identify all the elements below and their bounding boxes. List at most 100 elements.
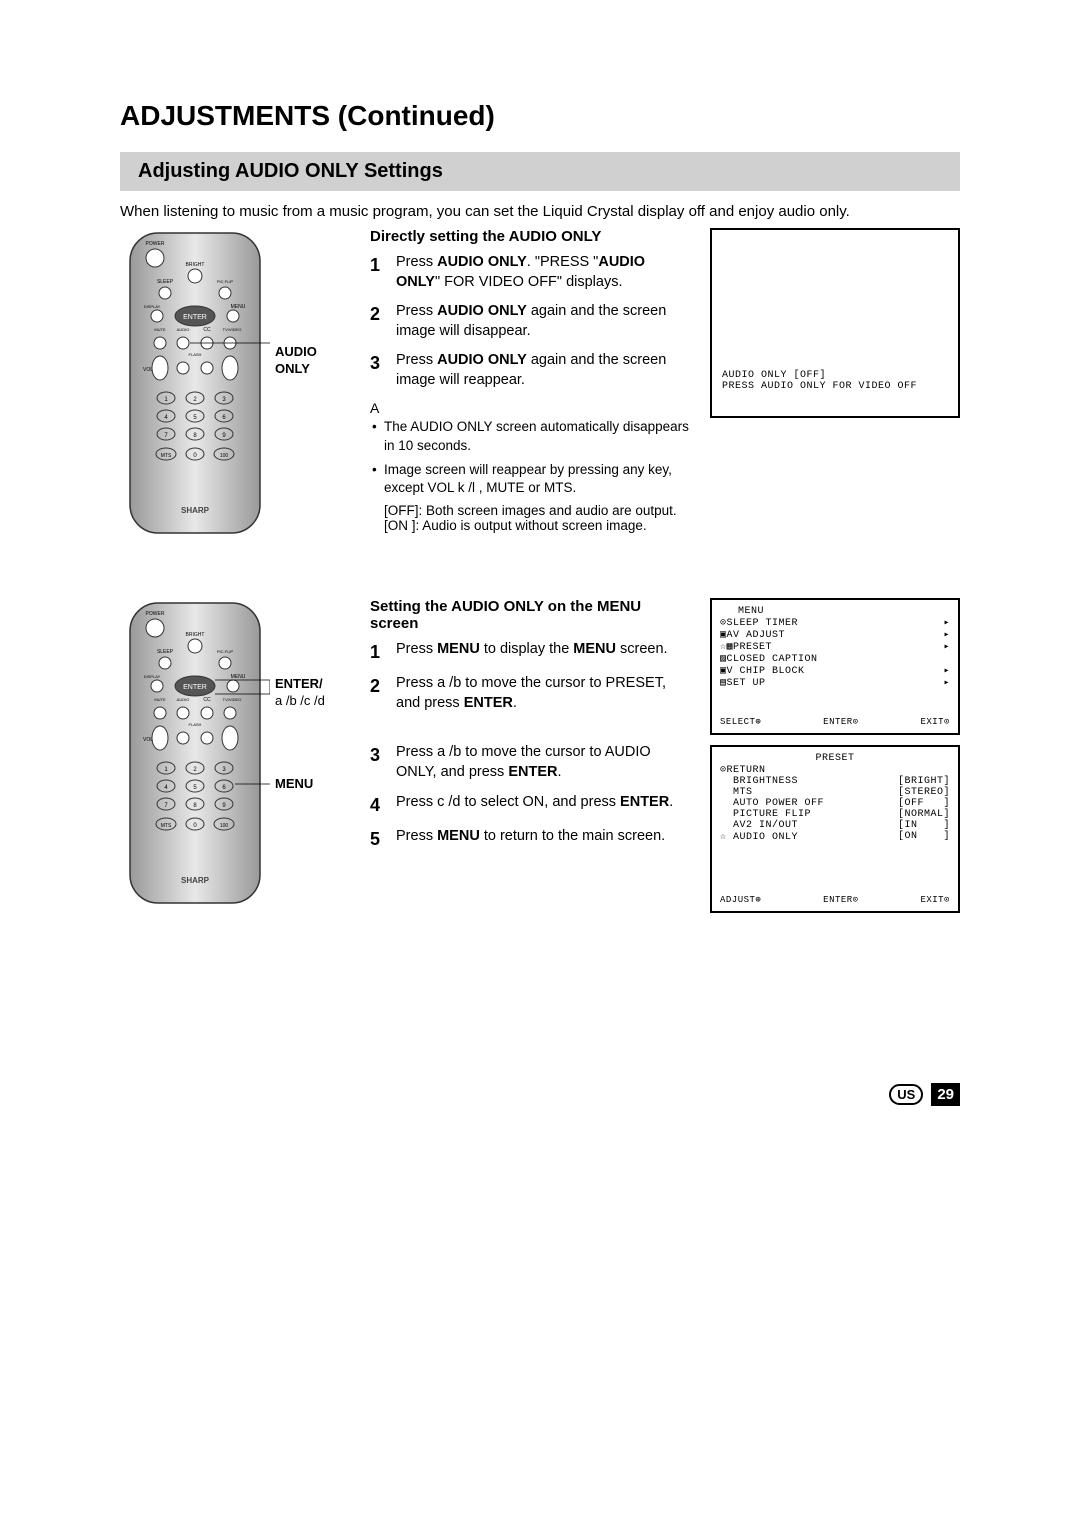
svg-text:MENU: MENU xyxy=(231,304,246,310)
intro-text: When listening to music from a music pro… xyxy=(120,201,960,222)
step-number: 2 xyxy=(370,674,388,713)
step-text: Press MENU to display the MENU screen. xyxy=(396,640,668,664)
svg-text:100: 100 xyxy=(220,453,229,459)
section-header: Adjusting AUDIO ONLY Settings xyxy=(120,152,960,191)
page-footer: US 29 xyxy=(120,1083,960,1106)
region-badge: US xyxy=(889,1084,923,1105)
svg-text:TV/VIDEO: TV/VIDEO xyxy=(223,697,242,702)
steps-col-1: Directly setting the AUDIO ONLY 1Press A… xyxy=(370,228,690,538)
svg-text:FLASH: FLASH xyxy=(189,352,202,357)
svg-text:TV/VIDEO: TV/VIDEO xyxy=(223,327,242,332)
step: 3Press a /b to move the cursor to AUDIO … xyxy=(370,743,690,782)
step-text: Press MENU to return to the main screen. xyxy=(396,827,665,851)
note-item: The AUDIO ONLY screen automatically disa… xyxy=(384,418,690,454)
step-text: Press AUDIO ONLY again and the screen im… xyxy=(396,351,690,390)
step-number: 2 xyxy=(370,302,388,341)
svg-text:DISPLAY: DISPLAY xyxy=(144,674,161,679)
screen-line-2: PRESS AUDIO ONLY FOR VIDEO OFF xyxy=(722,381,952,392)
svg-text:SLEEP: SLEEP xyxy=(157,279,174,285)
step: 1Press AUDIO ONLY. "PRESS "AUDIO ONLY" F… xyxy=(370,253,690,292)
section-menu: ENTER 123 456 789 MTS0100 SHARP POWER BR… xyxy=(120,598,960,923)
svg-text:PIC.FLIP: PIC.FLIP xyxy=(217,649,234,654)
preset-row: AUTO POWER OFF[OFF ] xyxy=(720,798,950,809)
note-sub: [ON ]: Audio is output without screen im… xyxy=(370,518,690,533)
svg-text:MUTE: MUTE xyxy=(154,697,166,702)
svg-text:DISPLAY: DISPLAY xyxy=(144,304,161,309)
svg-text:SHARP: SHARP xyxy=(181,876,210,885)
step: 5Press MENU to return to the main screen… xyxy=(370,827,690,851)
step-number: 3 xyxy=(370,743,388,782)
preset-row: ☆ AUDIO ONLY[ON ] xyxy=(720,831,950,843)
step-number: 1 xyxy=(370,640,388,664)
svg-text:MTS: MTS xyxy=(161,823,172,829)
svg-text:AUDIO: AUDIO xyxy=(177,697,190,702)
menu-footer: SELECT⊕ENTER⊙EXIT⊙ xyxy=(720,717,950,727)
step-number: 4 xyxy=(370,793,388,817)
svg-text:CC: CC xyxy=(203,327,211,333)
preset-row: PICTURE FLIP[NORMAL] xyxy=(720,809,950,820)
remote-col-1: ENTER 123 456 789 MTS0100 SHARP POWER BR… xyxy=(120,228,350,538)
preset-row: BRIGHTNESS[BRIGHT] xyxy=(720,776,950,787)
step-text: Press a /b to move the cursor to AUDIO O… xyxy=(396,743,690,782)
svg-text:MTS: MTS xyxy=(161,453,172,459)
remote-illustration-2: ENTER 123 456 789 MTS0100 SHARP POWER BR… xyxy=(120,598,350,908)
menu-row: ▤SET UP▸ xyxy=(720,677,950,689)
svg-text:PIC.FLIP: PIC.FLIP xyxy=(217,279,234,284)
svg-text:ENTER: ENTER xyxy=(183,314,207,321)
svg-text:MENU: MENU xyxy=(231,674,246,680)
svg-text:SLEEP: SLEEP xyxy=(157,649,174,655)
step-text: Press a /b to move the cursor to PRESET,… xyxy=(396,674,690,713)
svg-text:CC: CC xyxy=(203,697,211,703)
step: 4 Press c /d to select ON, and press ENTE… xyxy=(370,793,690,817)
preset-title: PRESET xyxy=(720,753,950,764)
menu-row: ⊙SLEEP TIMER▸ xyxy=(720,617,950,629)
note-head: A xyxy=(370,400,690,416)
step-text: Press AUDIO ONLY again and the screen im… xyxy=(396,302,690,341)
step-text: Press c /d to select ON, and press ENTER… xyxy=(396,793,673,817)
menu-row: ▣V CHIP BLOCK▸ xyxy=(720,665,950,677)
remote-col-2: ENTER 123 456 789 MTS0100 SHARP POWER BR… xyxy=(120,598,350,923)
screen-col-1: AUDIO ONLY [OFF] PRESS AUDIO ONLY FOR VI… xyxy=(710,228,960,538)
remote-label-audio-only: AUDIO ONLY xyxy=(275,344,350,378)
svg-text:VOL: VOL xyxy=(143,367,153,373)
remote-label-enter: ENTER/a /b /c /d xyxy=(275,676,325,710)
menu-row: ▣AV ADJUST▸ xyxy=(720,629,950,641)
step-text: Press AUDIO ONLY. "PRESS "AUDIO ONLY" FO… xyxy=(396,253,690,292)
preset-row: ⊙RETURN xyxy=(720,764,950,776)
svg-text:POWER: POWER xyxy=(146,611,165,617)
svg-text:ENTER: ENTER xyxy=(183,684,207,691)
subhead-direct: Directly setting the AUDIO ONLY xyxy=(370,228,690,245)
page-number: 29 xyxy=(931,1083,960,1106)
note-sub: [OFF]: Both screen images and audio are … xyxy=(370,503,690,518)
svg-text:AUDIO: AUDIO xyxy=(177,327,190,332)
step-number: 3 xyxy=(370,351,388,390)
menu-title: MENU xyxy=(720,606,950,617)
remote-svg-1: ENTER 123 456 789 MTS0100 SHARP POWER BR… xyxy=(120,228,270,538)
note-item: Image screen will reappear by pressing a… xyxy=(384,461,690,497)
menu-row: ☆▦PRESET▸ xyxy=(720,641,950,653)
remote-svg-2: ENTER 123 456 789 MTS0100 SHARP POWER BR… xyxy=(120,598,270,908)
screen-audio-only: AUDIO ONLY [OFF] PRESS AUDIO ONLY FOR VI… xyxy=(710,228,960,418)
svg-text:SHARP: SHARP xyxy=(181,506,210,515)
remote-label-menu: MENU xyxy=(275,776,313,793)
page-title: ADJUSTMENTS (Continued) xyxy=(120,100,960,132)
svg-text:BRIGHT: BRIGHT xyxy=(186,632,205,638)
step-number: 1 xyxy=(370,253,388,292)
screen-line-1: AUDIO ONLY [OFF] xyxy=(722,370,952,381)
note-list: The AUDIO ONLY screen automatically disa… xyxy=(370,418,690,497)
svg-text:MUTE: MUTE xyxy=(154,327,166,332)
svg-text:BRIGHT: BRIGHT xyxy=(186,262,205,268)
step: 3Press AUDIO ONLY again and the screen i… xyxy=(370,351,690,390)
step: 2Press a /b to move the cursor to PRESET… xyxy=(370,674,690,713)
subhead-menu: Setting the AUDIO ONLY on the MENU scree… xyxy=(370,598,690,632)
preset-row: MTS[STEREO] xyxy=(720,787,950,798)
step: 2Press AUDIO ONLY again and the screen i… xyxy=(370,302,690,341)
svg-text:VOL: VOL xyxy=(143,737,153,743)
menu-row: ▨CLOSED CAPTION xyxy=(720,653,950,665)
screen-col-2: MENU ⊙SLEEP TIMER▸▣AV ADJUST▸☆▦PRESET▸▨C… xyxy=(710,598,960,923)
svg-text:POWER: POWER xyxy=(146,241,165,247)
remote-illustration-1: ENTER 123 456 789 MTS0100 SHARP POWER BR… xyxy=(120,228,350,538)
preset-footer: ADJUST⊕ENTER⊙EXIT⊙ xyxy=(720,895,950,905)
preset-screen: PRESET ⊙RETURN BRIGHTNESS[BRIGHT] MTS[ST… xyxy=(710,745,960,913)
section-direct: ENTER 123 456 789 MTS0100 SHARP POWER BR… xyxy=(120,228,960,538)
